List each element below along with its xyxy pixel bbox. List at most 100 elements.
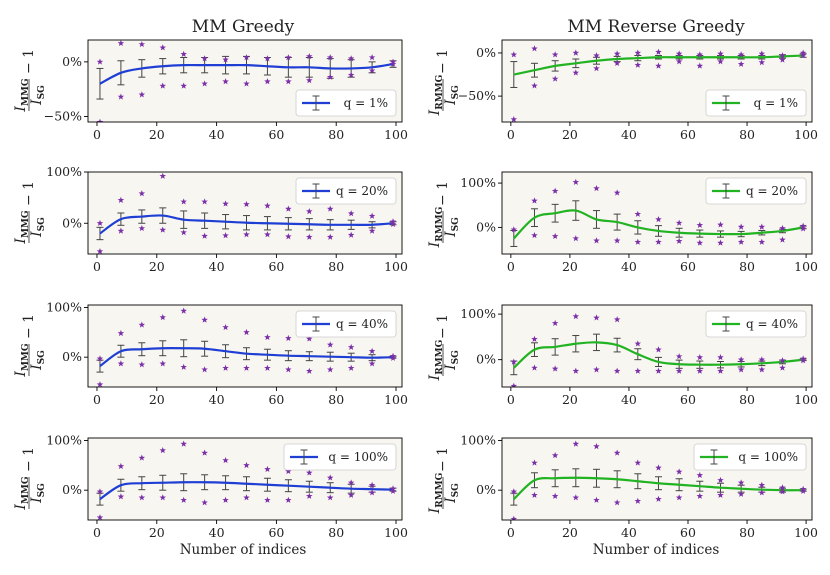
min-star-point: [675, 58, 683, 65]
y-tick-label: 0%: [476, 482, 496, 497]
panel-r1-c1-frame: [501, 171, 813, 255]
min-star-point: [572, 494, 580, 501]
series-line: [99, 62, 394, 85]
y-label-numerator: IMMG: [13, 78, 31, 112]
x-tick-label: 60: [680, 525, 696, 540]
legend-box: [283, 443, 397, 471]
panel-r2-c1-plot-area: [510, 312, 807, 387]
y-label-denominator: ISG: [29, 483, 47, 504]
legend-box: [705, 89, 807, 117]
x-tick-label: 60: [268, 127, 284, 142]
panel-r2-c0-plot-area: [96, 307, 397, 387]
y-label-denominator: ISG: [443, 85, 461, 106]
max-star-point: [717, 50, 724, 57]
max-star-point: [531, 459, 538, 466]
min-star-point: [717, 491, 724, 498]
min-star-point: [779, 236, 786, 243]
min-star-point: [222, 78, 229, 85]
min-star-point: [243, 364, 250, 371]
min-star-point: [593, 366, 600, 373]
x-tick-label: 60: [680, 127, 696, 142]
max-star-point: [717, 353, 724, 361]
max-star-point: [96, 488, 104, 495]
max-star-point: [737, 223, 745, 230]
max-star-point: [717, 476, 724, 483]
series-line: [513, 54, 804, 76]
y-label-denominator: ISG: [29, 85, 47, 106]
min-star-point: [222, 496, 229, 503]
panel-r0-c0-frame: [87, 39, 403, 123]
panel-r0-c1-frame: [501, 39, 813, 123]
min-star-point: [222, 364, 229, 371]
max-star-point: [531, 335, 538, 342]
min-star-point: [389, 220, 397, 228]
max-star-point: [655, 464, 662, 471]
min-star-point: [675, 367, 683, 374]
max-star-point: [117, 329, 125, 337]
min-star-point: [138, 224, 146, 232]
x-tick-label: 0: [507, 525, 515, 540]
max-star-point: [201, 198, 208, 205]
max-star-point: [551, 319, 559, 326]
min-star-point: [285, 78, 292, 85]
panel-r3-c0-plot-area: [96, 440, 397, 520]
min-star-point: [717, 367, 724, 374]
max-star-point: [222, 56, 229, 63]
max-star-point: [737, 479, 745, 486]
x-tick-label: 0: [93, 127, 101, 142]
min-star-point: [264, 231, 271, 238]
min-star-point: [696, 367, 704, 374]
max-star-point: [96, 219, 104, 226]
max-star-point: [180, 198, 187, 205]
max-star-point: [285, 467, 292, 475]
x-tick-label: 80: [328, 392, 344, 407]
legend-label: q = 100%: [328, 450, 388, 464]
y-label-denominator: ISG: [443, 350, 461, 371]
y-label-denominator: ISG: [29, 217, 47, 238]
max-star-point: [593, 314, 600, 321]
min-star-point: [779, 488, 786, 495]
max-star-point: [675, 468, 683, 475]
y-label-suffix: − 1: [21, 447, 37, 472]
max-star-point: [368, 54, 376, 61]
max-star-point: [531, 45, 538, 52]
panel-r3-c1-frame: [501, 437, 813, 521]
y-tick-label: 0%: [62, 215, 82, 230]
max-star-point: [737, 51, 745, 58]
legend-label: q = 20%: [336, 184, 388, 198]
min-star-point: [201, 499, 208, 506]
min-star-point: [159, 226, 166, 233]
x-tick-label: 0: [507, 127, 515, 142]
max-star-point: [531, 197, 538, 204]
x-tick-label: 40: [209, 525, 225, 540]
legend: q = 1%: [705, 89, 807, 117]
min-star-point: [593, 496, 600, 503]
min-star-point: [306, 492, 313, 499]
min-star-point: [758, 489, 766, 496]
x-tick-label: 80: [739, 127, 755, 142]
x-tick-label: 60: [680, 259, 696, 274]
legend-box: [295, 310, 397, 338]
min-star-point: [347, 231, 355, 238]
max-star-point: [96, 355, 104, 362]
legend-box: [705, 177, 807, 205]
series-line: [99, 347, 394, 368]
min-star-point: [180, 496, 187, 503]
series-line: [99, 214, 394, 235]
panel-r1-c1-plot-area: [510, 178, 807, 254]
x-tick-label: 60: [268, 259, 284, 274]
panel-r0-c1-plot-area: [510, 45, 807, 122]
x-tick-label: 100: [794, 525, 818, 540]
legend-box: [693, 443, 807, 471]
legend-symbol: [302, 183, 330, 199]
x-tick-label: 60: [268, 525, 284, 540]
max-star-point: [572, 178, 580, 185]
min-star-point: [117, 360, 125, 367]
